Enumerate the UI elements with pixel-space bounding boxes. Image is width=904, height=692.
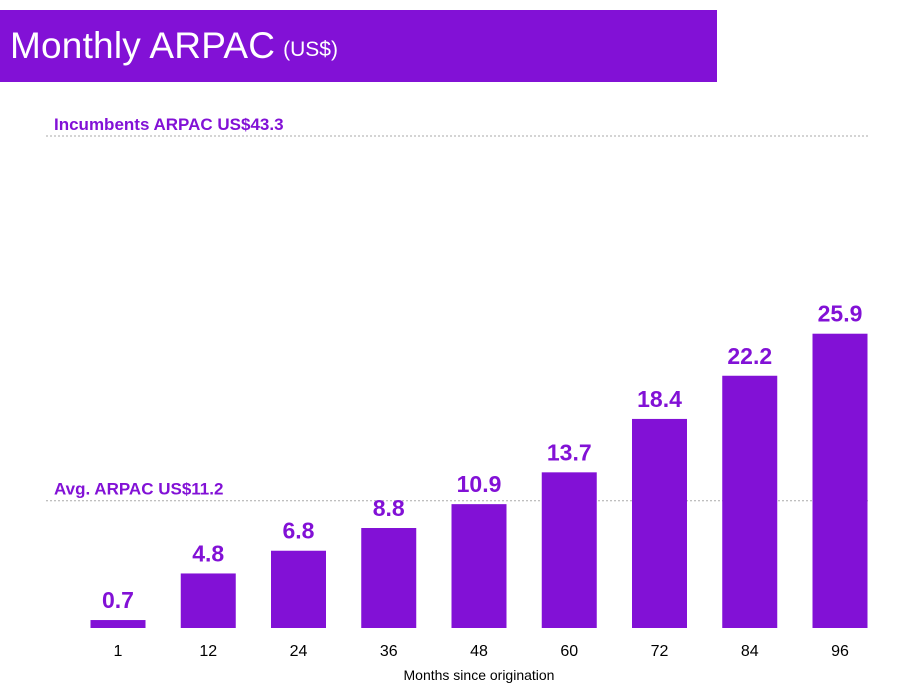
chart-title: Monthly ARPAC xyxy=(10,25,276,66)
data-label: 8.8 xyxy=(373,495,405,521)
reference-line-label: Avg. ARPAC US$11.2 xyxy=(54,480,223,499)
data-label: 18.4 xyxy=(637,386,682,412)
data-label: 0.7 xyxy=(102,587,134,613)
data-label: 4.8 xyxy=(192,540,224,566)
bar xyxy=(271,550,326,628)
x-tick-label: 72 xyxy=(651,643,669,660)
chart-unit: (US$) xyxy=(283,38,338,61)
bar xyxy=(361,528,417,628)
bar xyxy=(541,472,597,628)
x-tick-label: 36 xyxy=(380,643,398,660)
data-label: 13.7 xyxy=(547,439,592,465)
x-tick-label: 1 xyxy=(114,643,123,660)
bar xyxy=(632,418,687,628)
x-tick-label: 60 xyxy=(560,643,578,660)
bar xyxy=(722,375,778,628)
reference-line-label: Incumbents ARPAC US$43.3 xyxy=(54,115,284,134)
title-bar: Monthly ARPAC (US$) xyxy=(0,10,717,82)
bar xyxy=(451,504,507,628)
bar xyxy=(90,620,146,628)
x-axis-title: Months since origination xyxy=(404,667,555,683)
data-label: 10.9 xyxy=(457,471,502,497)
data-label: 6.8 xyxy=(283,518,315,544)
bar xyxy=(812,333,868,628)
bar xyxy=(180,573,236,628)
x-tick-label: 48 xyxy=(470,643,488,660)
data-label: 22.2 xyxy=(727,343,772,369)
x-tick-label: 96 xyxy=(831,643,849,660)
x-tick-label: 12 xyxy=(199,643,217,660)
x-tick-label: 24 xyxy=(290,643,308,660)
x-tick-label: 84 xyxy=(741,643,759,660)
data-label: 25.9 xyxy=(818,301,863,327)
